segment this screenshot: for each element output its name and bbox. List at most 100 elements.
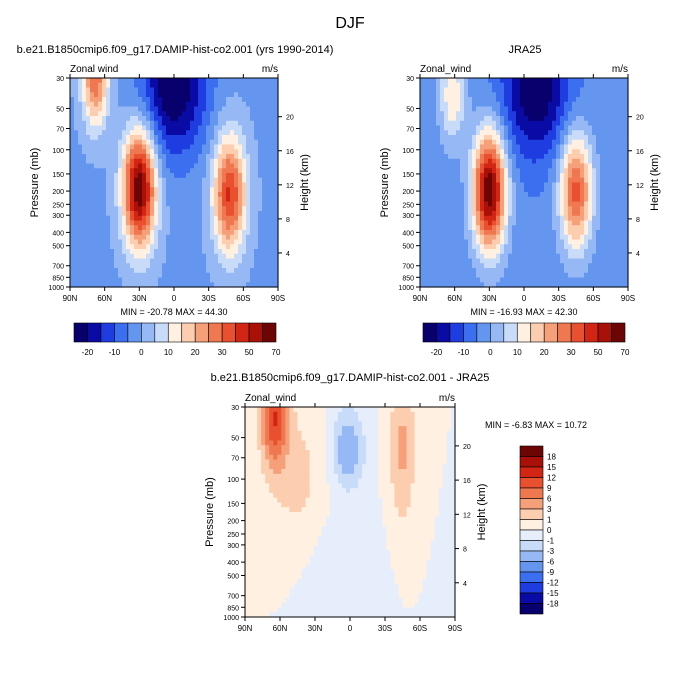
field-cell — [202, 239, 207, 245]
field-cell — [118, 168, 123, 174]
field-cell — [138, 234, 143, 241]
field-cell — [428, 78, 433, 84]
field-cell — [102, 282, 107, 288]
field-cell — [456, 173, 461, 179]
field-cell — [592, 201, 597, 207]
field-cell — [476, 182, 481, 188]
field-cell — [110, 101, 115, 108]
field-cell — [82, 120, 87, 127]
field-cell — [234, 101, 239, 108]
field-cell — [246, 196, 251, 203]
field-cell — [74, 78, 79, 84]
field-cell — [548, 206, 553, 212]
field-cell — [456, 97, 461, 103]
field-cell — [74, 182, 79, 188]
field-cell — [162, 163, 167, 169]
field-cell — [90, 192, 95, 198]
field-cell — [110, 154, 115, 160]
field-cell — [138, 187, 143, 193]
field-cell — [210, 282, 215, 288]
field-cell — [102, 272, 107, 279]
field-cell — [250, 168, 255, 174]
field-cell — [504, 196, 509, 203]
field-cell — [190, 239, 195, 245]
field-cell — [253, 512, 258, 518]
field-cell — [472, 149, 477, 155]
field-cell — [214, 125, 219, 131]
field-cell — [186, 196, 191, 203]
field-cell — [166, 206, 171, 212]
field-cell — [126, 263, 131, 269]
field-cell — [210, 211, 215, 217]
field-cell — [102, 225, 107, 231]
field-cell — [504, 258, 509, 264]
field-cell — [500, 215, 505, 222]
field-cell — [500, 158, 505, 165]
field-cell — [162, 92, 167, 98]
field-cell — [528, 149, 533, 155]
field-cell — [114, 158, 119, 165]
field-cell — [524, 277, 529, 283]
field-cell — [476, 87, 481, 93]
field-cell — [504, 130, 509, 136]
field-cell — [257, 426, 262, 432]
field-cell — [556, 116, 561, 122]
field-cell — [484, 144, 489, 150]
field-cell — [70, 225, 75, 231]
field-cell — [258, 201, 263, 207]
field-cell — [174, 125, 179, 131]
field-cell — [524, 211, 529, 217]
field-cell — [238, 78, 243, 84]
field-cell — [174, 130, 179, 136]
field-cell — [86, 111, 91, 117]
field-cell — [464, 130, 469, 136]
field-cell — [261, 602, 266, 609]
field-cell — [266, 277, 271, 283]
field-cell — [604, 211, 609, 217]
field-cell — [500, 149, 505, 155]
field-cell — [154, 272, 159, 279]
field-cell — [218, 130, 223, 136]
field-cell — [460, 78, 465, 84]
field-cell — [460, 139, 465, 146]
field-cell — [178, 130, 183, 136]
field-cell — [230, 187, 235, 193]
field-cell — [540, 239, 545, 245]
field-cell — [158, 82, 163, 89]
field-cell — [246, 97, 251, 103]
field-cell — [238, 149, 243, 155]
field-cell — [194, 201, 199, 207]
field-cell — [564, 120, 569, 127]
field-cell — [210, 154, 215, 160]
field-cell — [484, 92, 489, 98]
field-cell — [520, 196, 525, 203]
field-cell — [118, 230, 123, 236]
field-cell — [476, 130, 481, 136]
field-cell — [532, 97, 537, 103]
field-cell — [182, 97, 187, 103]
field-cell — [576, 116, 581, 122]
field-cell — [576, 125, 581, 131]
field-cell — [604, 187, 609, 193]
field-cell — [250, 139, 255, 146]
field-cell — [98, 225, 103, 231]
field-cell — [544, 215, 549, 222]
field-cell — [492, 215, 497, 222]
field-cell — [257, 459, 262, 465]
field-cell — [245, 464, 250, 470]
field-cell — [420, 272, 425, 279]
field-cell — [588, 196, 593, 203]
field-cell — [78, 101, 83, 108]
field-cell — [572, 268, 577, 274]
field-cell — [548, 173, 553, 179]
field-cell — [94, 263, 99, 269]
field-cell — [488, 87, 493, 93]
field-cell — [532, 158, 537, 165]
field-cell — [448, 192, 453, 198]
field-cell — [424, 201, 429, 207]
field-cell — [106, 263, 111, 269]
field-cell — [266, 135, 271, 141]
field-cell — [584, 196, 589, 203]
field-cell — [258, 253, 263, 260]
field-cell — [86, 192, 91, 198]
